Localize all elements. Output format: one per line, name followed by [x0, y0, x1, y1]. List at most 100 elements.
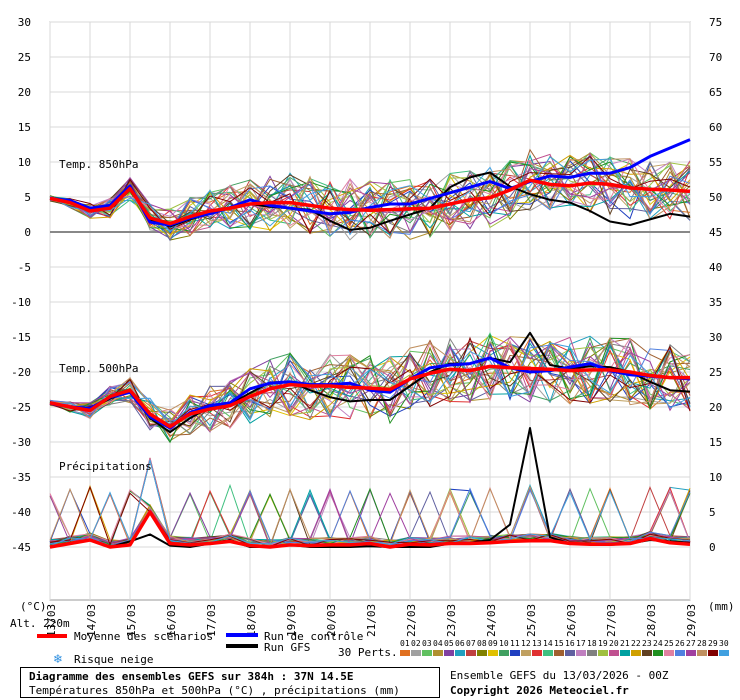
member-swatch [543, 650, 553, 656]
copyright: Copyright 2026 Meteociel.fr [450, 684, 629, 697]
member-swatch [708, 650, 718, 656]
x-tick-label: 29/03 [685, 604, 698, 637]
member-line-t850 [49, 158, 691, 239]
member-line-t850 [49, 158, 691, 230]
mean-line-t850 [49, 178, 691, 226]
member-number: 26 [675, 639, 685, 648]
x-tick-label: 26/03 [565, 604, 578, 637]
member-number: 13 [532, 639, 542, 648]
left-tick-label: 10 [18, 156, 31, 169]
left-tick-label: 15 [18, 121, 31, 134]
member-number: 19 [598, 639, 608, 648]
altitude-label: Alt. 220m [10, 617, 70, 630]
snowflake-icon: ❄ [53, 652, 63, 666]
x-tick-label: 27/03 [605, 604, 618, 637]
left-tick-label: -40 [11, 506, 31, 519]
x-tick-label: 14/03 [85, 604, 98, 637]
left-tick-label: -35 [11, 471, 31, 484]
member-swatch [477, 650, 487, 656]
title-box: Diagramme des ensembles GEFS sur 384h : … [20, 667, 440, 698]
right-tick-label: 20 [709, 401, 722, 414]
member-swatch [422, 650, 432, 656]
member-number: 12 [521, 639, 531, 648]
member-swatch [631, 650, 641, 656]
member-number: 23 [642, 639, 652, 648]
axis-ticks: 302520151050-5-10-15-20-25-30-35-40-4575… [11, 16, 722, 637]
member-number: 05 [444, 639, 454, 648]
left-axis-unit: (°C) [20, 600, 47, 613]
right-tick-label: 15 [709, 436, 722, 449]
left-tick-label: 0 [24, 226, 31, 239]
member-number: 18 [587, 639, 597, 648]
mean-line-precip [49, 510, 691, 549]
member-line-t500 [49, 338, 691, 427]
member-number: 30 [719, 639, 729, 648]
x-tick-label: 16/03 [165, 604, 178, 637]
left-tick-label: -45 [11, 541, 31, 554]
legend-perts-label: 30 Perts. [338, 646, 398, 659]
member-legend: 01 02 03 04 05 06 07 08 09 10 11 12 13 14 15 16 17 18 19 20… [400, 639, 729, 656]
member-swatch [587, 650, 597, 656]
left-tick-label: -25 [11, 401, 31, 414]
member-line-t850 [49, 168, 691, 233]
right-tick-label: 50 [709, 191, 722, 204]
member-number: 01 [400, 639, 410, 648]
member-swatch [642, 650, 652, 656]
member-swatch [521, 650, 531, 656]
x-tick-label: 22/03 [405, 604, 418, 637]
member-swatch [697, 650, 707, 656]
left-tick-label: -10 [11, 296, 31, 309]
member-line-precip [49, 485, 691, 546]
right-tick-label: 75 [709, 16, 722, 29]
legend-gfs-label: Run GFS [264, 641, 310, 654]
member-swatch [653, 650, 663, 656]
right-tick-label: 65 [709, 86, 722, 99]
member-swatch [499, 650, 509, 656]
left-tick-label: 25 [18, 51, 31, 64]
member-swatch [719, 650, 729, 656]
member-number: 27 [686, 639, 696, 648]
member-swatch [576, 650, 586, 656]
member-line-t500 [49, 342, 691, 443]
left-tick-label: 30 [18, 16, 31, 29]
member-number: 07 [466, 639, 476, 648]
left-tick-label: -30 [11, 436, 31, 449]
member-swatch [411, 650, 421, 656]
legend-snow-label: Risque neige [74, 653, 153, 666]
member-number: 04 [433, 639, 443, 648]
x-tick-label: 13/03 [45, 604, 58, 637]
left-tick-label: 5 [24, 191, 31, 204]
x-tick-label: 18/03 [245, 604, 258, 637]
member-swatch [609, 650, 619, 656]
x-tick-label: 23/03 [445, 604, 458, 637]
left-tick-label: 20 [18, 86, 31, 99]
member-number: 09 [488, 639, 498, 648]
left-tick-label: -5 [18, 261, 31, 274]
member-line-t500 [49, 336, 691, 429]
member-number: 15 [554, 639, 564, 648]
right-tick-label: 30 [709, 331, 722, 344]
member-swatch [664, 650, 674, 656]
right-tick-label: 25 [709, 366, 722, 379]
member-number: 02 [411, 639, 421, 648]
member-swatch [532, 650, 542, 656]
x-tick-label: 17/03 [205, 604, 218, 637]
right-tick-label: 60 [709, 121, 722, 134]
member-swatch [444, 650, 454, 656]
x-tick-label: 15/03 [125, 604, 138, 637]
member-swatch [433, 650, 443, 656]
x-tick-label: 25/03 [525, 604, 538, 637]
member-number: 03 [422, 639, 432, 648]
right-tick-label: 10 [709, 471, 722, 484]
member-number: 20 [609, 639, 619, 648]
panel-label-t500: Temp. 500hPa [59, 362, 138, 375]
x-tick-label: 20/03 [325, 604, 338, 637]
right-tick-label: 0 [709, 541, 716, 554]
member-swatch [598, 650, 608, 656]
right-tick-label: 70 [709, 51, 722, 64]
legend-control-label: Run de contrôle [264, 630, 363, 643]
member-line-t850 [49, 155, 691, 235]
x-tick-label: 28/03 [645, 604, 658, 637]
member-number: 14 [543, 639, 553, 648]
